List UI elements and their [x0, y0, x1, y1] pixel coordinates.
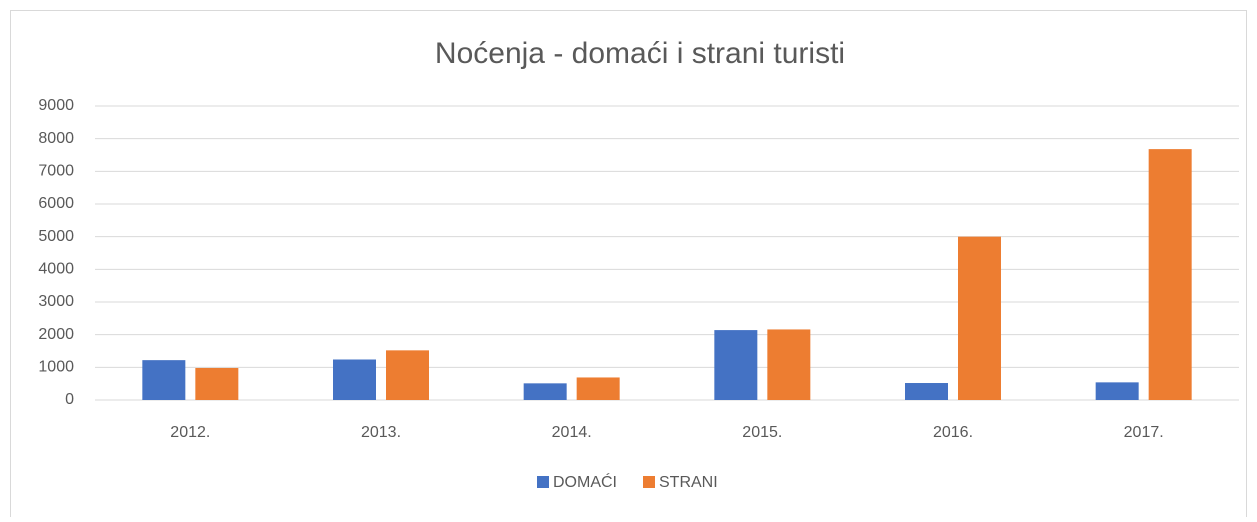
y-tick-label: 1000: [38, 359, 74, 376]
legend-label: DOMAĆI: [553, 472, 617, 491]
chart-frame: [10, 10, 1247, 522]
legend-label: STRANI: [659, 474, 718, 491]
bar: [576, 377, 620, 400]
bar: [905, 383, 948, 400]
x-tick-label: 2014.: [552, 424, 592, 441]
x-tick-label: 2013.: [361, 424, 401, 441]
y-tick-label: 5000: [38, 228, 74, 245]
bar: [523, 383, 567, 400]
bar: [333, 359, 376, 400]
bar: [142, 360, 186, 400]
bar: [195, 367, 239, 400]
y-tick-label: 3000: [38, 293, 74, 310]
legend-swatch: [537, 476, 549, 488]
x-tick-label: 2012.: [170, 424, 210, 441]
x-tick-label: 2016.: [933, 424, 973, 441]
bar: [958, 236, 1001, 400]
y-tick-label: 6000: [38, 195, 74, 212]
bar: [1095, 382, 1139, 400]
y-tick-label: 2000: [38, 326, 74, 343]
y-tick-label: 7000: [38, 163, 74, 180]
y-tick-label: 0: [65, 391, 74, 408]
bar: [714, 330, 758, 400]
bar: [386, 350, 429, 400]
y-tick-label: 8000: [38, 130, 74, 147]
chart-title: Noćenja - domaći i strani turisti: [435, 37, 845, 70]
x-tick-label: 2015.: [742, 424, 782, 441]
legend-swatch: [643, 476, 655, 488]
x-tick-label: 2017.: [1124, 424, 1164, 441]
y-tick-label: 9000: [38, 97, 74, 114]
bar: [767, 329, 811, 400]
y-tick-label: 4000: [38, 261, 74, 278]
bar: [1148, 149, 1192, 400]
